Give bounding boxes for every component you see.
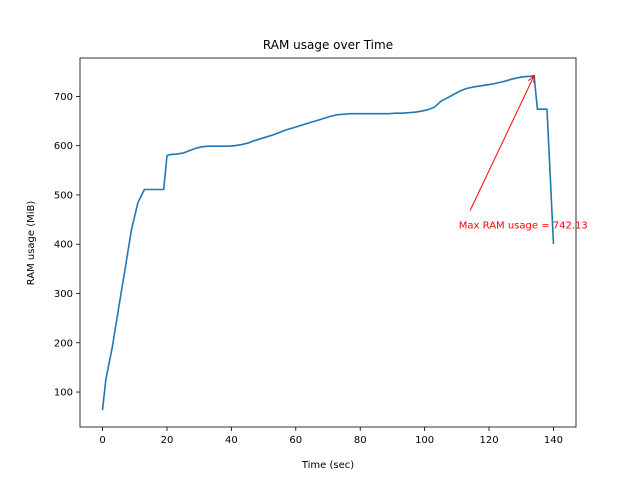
x-tick-label: 80 [354, 435, 367, 446]
annotation-text: Max RAM usage = 742.13 [459, 221, 588, 232]
y-tick-label: 300 [54, 289, 73, 300]
x-tick-label: 40 [225, 435, 238, 446]
x-tick-label: 60 [289, 435, 302, 446]
y-tick-label: 600 [54, 141, 73, 152]
x-tick-label: 120 [479, 435, 498, 446]
y-tick-label: 200 [54, 338, 73, 349]
y-tick-label: 500 [54, 190, 73, 201]
annotation-arrow-line [469, 75, 535, 211]
y-axis-label: RAM usage (MiB) [26, 201, 37, 286]
series-line [101, 74, 555, 411]
chart-title: RAM usage over Time [263, 38, 393, 52]
plot-frame [79, 57, 577, 428]
x-tick-label: 0 [99, 435, 105, 446]
y-tick-label: 400 [54, 240, 73, 251]
y-tick-label: 700 [54, 92, 73, 103]
y-tick-label: 100 [54, 388, 73, 399]
x-tick-label: 100 [415, 435, 434, 446]
x-tick-label: 20 [161, 435, 174, 446]
annotation-arrow-head [528, 74, 535, 84]
x-axis-label: Time (sec) [301, 460, 354, 471]
x-tick-label: 140 [544, 435, 563, 446]
